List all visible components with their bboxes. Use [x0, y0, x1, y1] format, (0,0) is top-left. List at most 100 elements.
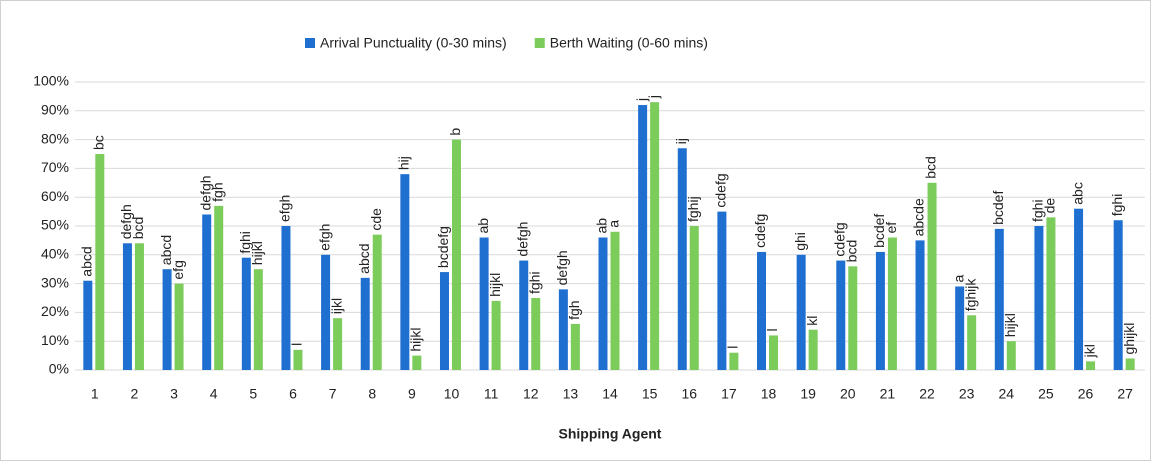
x-tick-label: 1: [91, 386, 99, 402]
bar: [927, 182, 937, 370]
x-tick-label: 4: [210, 386, 218, 402]
x-tick-label: 21: [880, 386, 896, 402]
x-tick-label: 22: [919, 386, 935, 402]
bar-annotation: abc: [1069, 182, 1085, 205]
bar-annotation: ef: [883, 222, 899, 234]
bar: [479, 237, 489, 370]
bar: [412, 355, 422, 370]
bar-annotation: defgh: [514, 222, 530, 257]
bar-annotation: fghi: [1109, 194, 1125, 217]
x-tick-label: 27: [1117, 386, 1133, 402]
bar: [650, 102, 660, 370]
x-tick-label: 2: [131, 386, 139, 402]
y-tick-label: 40%: [41, 246, 69, 262]
bar: [808, 329, 818, 370]
y-tick-label: 50%: [41, 217, 69, 233]
legend-swatch: [534, 38, 545, 48]
bar-annotation: abcd: [158, 235, 174, 265]
bar: [967, 315, 977, 370]
legend-label: Berth Waiting (0-60 mins): [550, 35, 708, 51]
x-axis-title: Shipping Agent: [559, 426, 662, 442]
bar: [241, 257, 251, 370]
y-tick-label: 10%: [41, 332, 69, 348]
bar-annotation: hij: [396, 156, 412, 170]
bar: [598, 237, 608, 370]
y-tick-label: 70%: [41, 159, 69, 175]
bar: [887, 237, 897, 370]
bar-annotation: ij: [673, 138, 689, 144]
bar-annotation: bcdefg: [435, 226, 451, 268]
bar: [83, 280, 93, 370]
bar-annotation: cdefg: [752, 214, 768, 248]
bar-annotation: ab: [594, 218, 610, 234]
bar-annotation: efgh: [316, 224, 332, 251]
bar: [333, 318, 343, 370]
bar: [875, 251, 885, 370]
bar-annotation: l: [725, 346, 741, 349]
bar: [689, 226, 699, 370]
bar-annotation: a: [950, 274, 966, 282]
x-tick-label: 11: [484, 386, 499, 402]
bar: [214, 205, 224, 370]
x-tick-label: 17: [721, 386, 737, 402]
bar-annotation: hijkl: [249, 241, 265, 265]
bar: [796, 254, 806, 370]
bar-annotation: abcd: [79, 246, 95, 276]
x-tick-label: 16: [681, 386, 697, 402]
bar-annotation: j: [633, 98, 649, 102]
bar-annotation: defgh: [554, 250, 570, 285]
bar-annotation: j: [645, 95, 661, 99]
bar: [729, 352, 739, 370]
bar-annotation: hijkl: [408, 327, 424, 351]
bar-annotation: cdefg: [713, 173, 729, 207]
bar-annotation: bcd: [130, 217, 146, 240]
bar: [677, 148, 687, 370]
x-tick-label: 14: [602, 386, 618, 402]
bar: [1074, 208, 1084, 370]
x-tick-label: 23: [959, 386, 975, 402]
y-tick-label: 0%: [49, 361, 69, 377]
bar-annotation: efgh: [277, 195, 293, 222]
bar-annotation: bcdef: [871, 214, 887, 248]
bar: [439, 272, 449, 370]
bar-annotation: hijkl: [1002, 313, 1018, 337]
bar: [955, 286, 965, 370]
legend-swatch: [305, 38, 315, 48]
bar: [122, 243, 132, 370]
bar: [717, 211, 727, 370]
x-tick-label: 5: [249, 386, 257, 402]
bar: [915, 240, 925, 370]
bar-annotation: l: [289, 343, 305, 346]
bar: [531, 298, 541, 370]
bar: [769, 335, 779, 370]
x-tick-label: 7: [329, 386, 337, 402]
x-tick-label: 26: [1078, 386, 1094, 402]
bar: [321, 254, 331, 370]
bar-annotation: bcdef: [990, 191, 1006, 225]
bar: [281, 226, 291, 370]
x-tick-label: 20: [840, 386, 856, 402]
y-tick-label: 80%: [41, 130, 69, 146]
bar: [1086, 361, 1096, 370]
bar: [400, 174, 410, 370]
bar-annotation: bcd: [923, 156, 939, 179]
bar: [848, 266, 858, 370]
bar-annotation: bcd: [843, 240, 859, 263]
bar: [202, 214, 212, 370]
bar: [491, 300, 501, 370]
bar: [610, 231, 620, 370]
bar-annotation: cdefg: [831, 222, 847, 256]
x-tick-label: 18: [761, 386, 777, 402]
bar-annotation: efg: [170, 260, 186, 279]
bar-annotation: fgh: [209, 182, 225, 201]
y-tick-label: 20%: [41, 303, 69, 319]
legend-label: Arrival Punctuality (0-30 mins): [320, 35, 507, 51]
bar: [253, 269, 263, 370]
x-tick-label: 3: [170, 386, 178, 402]
bar: [293, 349, 303, 370]
bar: [174, 283, 184, 370]
bar: [1046, 217, 1056, 370]
bar: [1113, 220, 1123, 370]
